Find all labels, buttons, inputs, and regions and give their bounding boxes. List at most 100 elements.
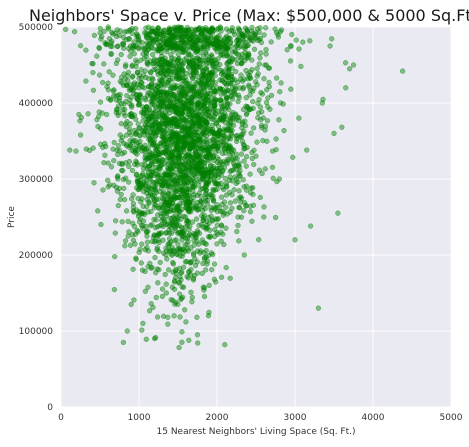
scatter-point (137, 138, 143, 145)
scatter-point (259, 170, 265, 177)
scatter-point (178, 147, 184, 153)
scatter-point (277, 100, 284, 106)
scatter-point (153, 217, 159, 223)
scatter-point (201, 173, 207, 179)
scatter-point (284, 47, 290, 53)
scatter-point (188, 114, 195, 121)
scatter-point (180, 86, 187, 92)
scatter-point (144, 239, 151, 245)
scatter-point (77, 43, 84, 49)
scatter-point (193, 174, 199, 180)
scatter-point (160, 237, 166, 243)
scatter-point (263, 25, 269, 31)
scatter-point (148, 158, 155, 165)
scatter-point (100, 79, 106, 86)
scatter-point (182, 74, 188, 81)
x-tick-label: 1000 (128, 413, 151, 423)
scatter-point (77, 132, 84, 138)
scatter-point (127, 242, 134, 248)
scatter-point (67, 147, 73, 153)
scatter-point (178, 131, 184, 137)
scatter-point (178, 230, 184, 236)
scatter-point (152, 171, 159, 177)
scatter-point (234, 132, 240, 139)
scatter-point (173, 147, 179, 153)
scatter-point (209, 143, 216, 149)
scatter-point (172, 268, 179, 274)
scatter-point (221, 186, 227, 193)
scatter-point (203, 27, 209, 33)
scatter-point (154, 245, 161, 251)
scatter-point (232, 162, 238, 169)
scatter-point (156, 205, 162, 211)
scatter-point (243, 154, 250, 160)
scatter-point (159, 293, 166, 300)
scatter-point (190, 275, 197, 282)
scatter-point (346, 66, 353, 72)
scatter-point (137, 180, 143, 187)
scatter-point (220, 212, 226, 218)
scatter-point (83, 47, 89, 53)
scatter-point (129, 104, 135, 110)
scatter-point (174, 83, 180, 89)
scatter-point (188, 271, 194, 278)
scatter-point (127, 126, 133, 132)
scatter-point (183, 47, 189, 53)
scatter-point (258, 117, 264, 123)
scatter-point (194, 314, 200, 320)
scatter-point (111, 87, 117, 93)
scatter-point (190, 183, 197, 190)
scatter-point (399, 68, 406, 74)
scatter-point (181, 156, 187, 162)
scatter-point (162, 69, 168, 75)
scatter-point (144, 129, 151, 135)
x-tick-label: 2000 (206, 413, 229, 423)
scatter-point (230, 122, 237, 128)
scatter-point (224, 65, 230, 71)
scatter-point (190, 65, 196, 71)
scatter-point (194, 270, 201, 276)
scatter-point (178, 96, 184, 102)
scatter-point (206, 282, 212, 289)
scatter-point (253, 79, 259, 85)
scatter-point (213, 279, 219, 285)
scatter-point (211, 276, 218, 282)
scatter-point (233, 138, 240, 145)
scatter-point (242, 50, 248, 56)
scatter-point (195, 207, 202, 213)
scatter-point (120, 45, 127, 51)
scatter-point (91, 32, 98, 39)
scatter-point (229, 49, 235, 55)
scatter-point (213, 173, 219, 179)
scatter-point (171, 69, 177, 75)
scatter-point (213, 120, 220, 126)
scatter-point (288, 42, 294, 49)
scatter-point (307, 38, 313, 44)
scatter-point (115, 176, 121, 182)
scatter-point (163, 172, 169, 178)
scatter-point (137, 216, 143, 222)
scatter-point (186, 337, 192, 343)
scatter-point (219, 150, 226, 157)
scatter-point (142, 288, 149, 294)
scatter-point (257, 55, 263, 61)
scatter-point (145, 284, 151, 290)
scatter-point (182, 175, 188, 181)
scatter-point (188, 260, 194, 266)
scatter-point (142, 122, 149, 128)
scatter-point (127, 81, 133, 88)
scatter-point (184, 219, 190, 225)
scatter-point (139, 145, 146, 151)
scatter-point (189, 59, 196, 65)
scatter-point (118, 138, 124, 144)
scatter-point (115, 143, 122, 149)
scatter-point (170, 247, 177, 253)
scatter-point (168, 52, 174, 58)
scatter-point (247, 92, 253, 98)
scatter-point (103, 111, 110, 118)
scatter-point (280, 101, 286, 107)
scatter-point (217, 24, 223, 30)
scatter-point (253, 153, 259, 159)
scatter-point (220, 53, 227, 59)
scatter-point (186, 187, 193, 193)
